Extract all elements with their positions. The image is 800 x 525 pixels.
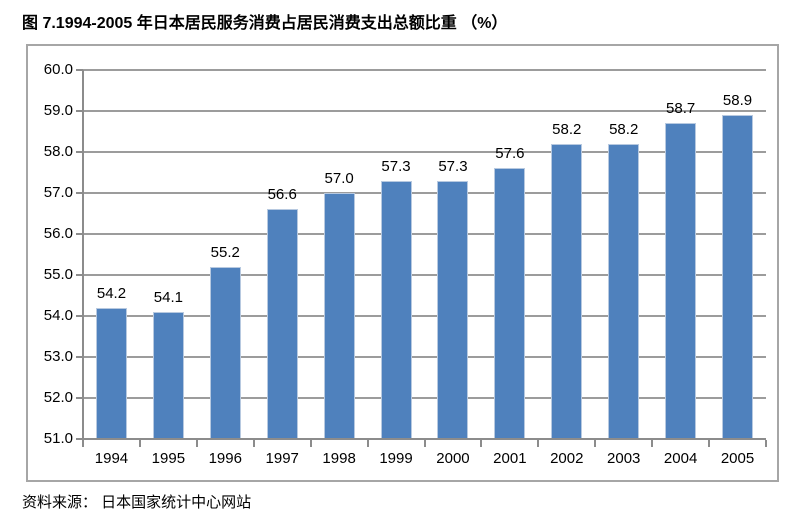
x-axis-tick [366,440,369,447]
x-tick-label: 2002 [550,450,584,467]
gridline [83,110,766,112]
y-axis-tick [76,110,83,112]
gridline [83,315,766,317]
x-axis-tick [309,440,312,447]
bar-value-label: 55.2 [210,243,240,261]
x-tick-label: 2004 [663,450,698,467]
y-axis-tick [76,233,83,235]
y-tick-label: 53.0 [43,348,73,365]
bar [494,168,526,439]
x-axis-tick [252,440,255,447]
x-axis-tick [708,440,711,447]
x-axis-tick [594,440,597,447]
bar-value-label: 57.3 [381,157,411,175]
bar-value-label: 54.1 [153,288,183,306]
bar [551,143,583,439]
x-axis-tick [651,440,654,447]
bar-value-label: 58.2 [552,120,582,138]
plot-area: 60.0 59.0 58.0 57.0 56.0 55.0 54.0 53.0 52.0 51.0… [44,61,767,467]
x-tick-label: 1994 [94,450,129,467]
x-tick-label: 2003 [607,450,641,467]
gridline [83,151,766,153]
y-tick-label: 51.0 [43,430,73,447]
bar [437,180,469,439]
y-tick-label: 55.0 [43,266,73,283]
x-tick-label: 2001 [493,450,527,467]
y-tick-label: 59.0 [43,102,73,119]
x-tick-label: 1999 [379,450,413,467]
chart-title: 图 7.1994-2005 年日本居民服务消费占居民消费支出总额比重 （%） [22,15,508,32]
y-tick-label: 60.0 [43,61,73,78]
gridline [83,233,766,235]
x-axis-tick [82,440,84,447]
bar-value-label: 54.2 [96,284,127,302]
x-tick-label: 2000 [436,450,470,467]
bar-value-label: 57.6 [495,145,525,163]
y-axis-tick [76,192,83,194]
bar [608,143,640,439]
x-tick-label: 1997 [265,450,299,467]
bar [209,266,241,439]
bar [380,180,412,439]
bar [323,193,355,439]
y-tick-label: 52.0 [43,389,73,406]
x-tick-label: 1996 [208,450,242,467]
x-axis-line [76,438,766,440]
x-axis-tick [480,440,483,447]
bar [722,115,754,439]
bar [152,311,184,439]
x-axis-tick [195,440,198,447]
bar-value-label: 57.0 [324,170,354,187]
bar [665,123,697,439]
bar-value-label: 58.2 [609,120,639,138]
bar-value-label: 56.6 [267,186,297,204]
bar-value-label: 58.9 [722,92,753,110]
bar [266,209,298,439]
x-axis-tick [138,440,141,447]
x-tick-label: 1998 [322,450,356,467]
chart-frame: 60.0 59.0 58.0 57.0 56.0 55.0 54.0 53.0 52.0 51.0… [26,44,779,482]
y-axis-tick [76,274,83,276]
gridline [83,274,766,276]
x-tick-label: 1995 [151,450,186,467]
y-axis-tick [76,315,83,317]
x-axis-tick [423,440,426,447]
y-axis-tick [76,397,83,399]
x-tick-label: 2005 [720,450,755,467]
bar [95,307,127,439]
y-tick-label: 54.0 [43,307,73,324]
source-note: 资料来源： 日本国家统计中心网站 [22,494,252,511]
gridline [83,356,766,358]
y-axis-tick [76,69,83,71]
gridline [83,397,766,399]
bar-value-label: 57.3 [438,157,468,175]
x-axis-tick [765,440,767,447]
y-tick-label: 56.0 [43,225,73,242]
x-axis-tick [537,440,540,447]
gridline [83,69,766,71]
gridline [83,192,766,194]
y-axis-line [82,70,84,441]
y-axis-tick [76,356,83,358]
y-axis-tick [76,151,83,153]
bar-value-label: 58.7 [666,100,696,118]
y-tick-label: 58.0 [43,143,73,160]
y-tick-label: 57.0 [43,184,73,201]
